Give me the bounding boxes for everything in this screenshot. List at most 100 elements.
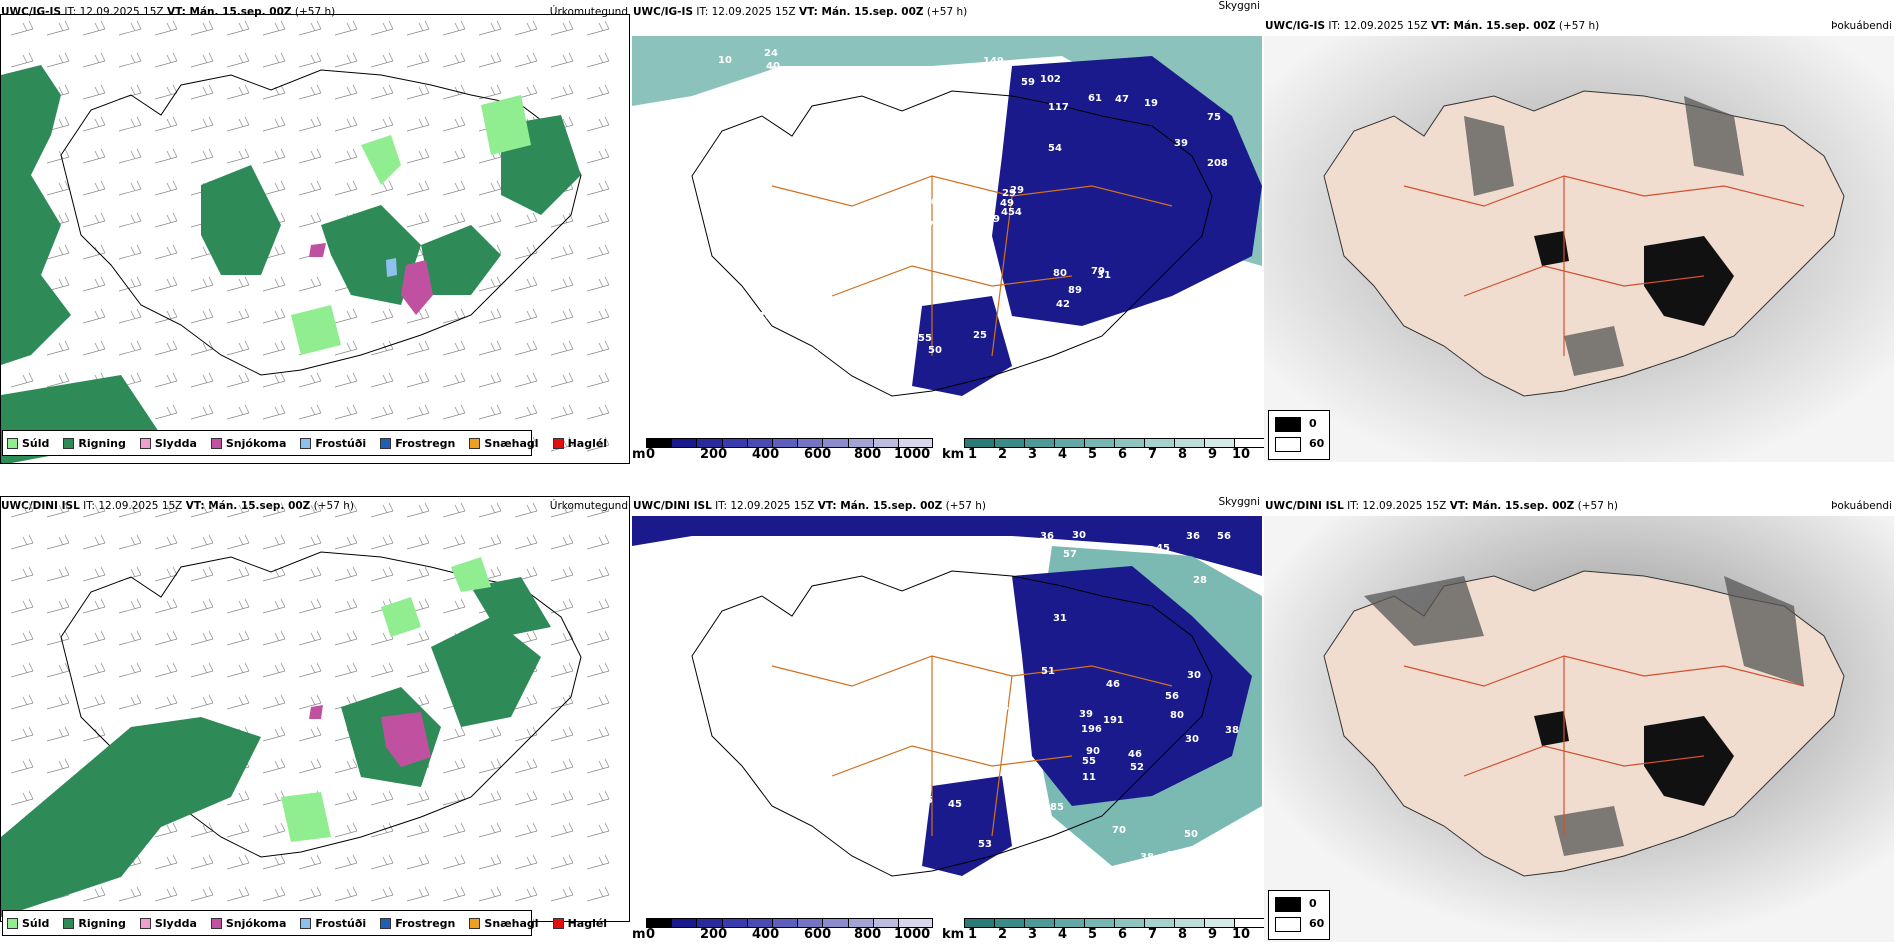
drizzle-area xyxy=(281,557,491,842)
wind-barb xyxy=(478,340,502,356)
valid-time: VT: Mán. 15.sep. 00Z xyxy=(185,500,311,512)
wind-barb xyxy=(406,404,430,420)
ceiling-label: 47 xyxy=(742,318,756,329)
wind-barb xyxy=(442,854,466,870)
ceiling-label: 102 xyxy=(1040,74,1061,85)
ceiling-label: 50 xyxy=(1184,829,1198,840)
ceiling-label: 26 xyxy=(957,738,971,749)
ceiling-label: 84 xyxy=(853,170,867,181)
ceiling-label: 45 xyxy=(820,128,834,139)
wind-barb xyxy=(10,372,34,388)
ceiling-label: 30 xyxy=(758,311,772,322)
wind-barb xyxy=(478,886,502,902)
wind-barb xyxy=(442,180,466,196)
wind-barb xyxy=(46,694,70,710)
init-time: IT: 12.09.2025 15Z xyxy=(1347,500,1447,512)
wind-barb xyxy=(586,566,610,582)
wind-barb xyxy=(334,84,358,100)
wind-barb xyxy=(226,854,250,870)
ceiling-colorbar: m 0 200 400 600 800 1000 xyxy=(632,436,933,464)
ceiling-label: 29 xyxy=(1002,188,1016,199)
legend-item: Haglél xyxy=(552,917,607,930)
wind-barb xyxy=(406,822,430,838)
wind-barb xyxy=(442,308,466,324)
wind-barb xyxy=(190,598,214,614)
ceiling-label: 32 xyxy=(877,626,891,637)
legend-label: Snæhagl xyxy=(484,916,539,930)
ceiling-label: 44 xyxy=(1165,850,1179,861)
wind-barb xyxy=(262,404,286,420)
ceiling-label: 28 xyxy=(869,167,883,178)
precip-map[interactable] xyxy=(0,14,630,464)
wind-barb xyxy=(190,52,214,68)
wind-barb xyxy=(154,534,178,550)
wind-barb xyxy=(334,854,358,870)
wind-barb xyxy=(586,244,610,260)
wind-barb xyxy=(190,534,214,550)
freezing-drizzle-area xyxy=(386,258,397,277)
ceiling-label: 62 xyxy=(907,235,921,246)
legend-label: Súld xyxy=(22,436,50,450)
fog-legend-dark-label: 0 xyxy=(1309,417,1317,430)
legend-swatch xyxy=(469,437,481,449)
wind-barb xyxy=(154,212,178,228)
wind-barb xyxy=(478,180,502,196)
panel-title: Úrkomutegund xyxy=(549,6,628,18)
ceiling-label: 55 xyxy=(918,333,932,344)
wind-barb xyxy=(118,180,142,196)
wind-barb xyxy=(10,694,34,710)
wind-barb xyxy=(334,116,358,132)
wind-barb xyxy=(82,20,106,36)
ceiling-label: 196 xyxy=(1081,724,1102,735)
wind-barb xyxy=(262,566,286,582)
wind-barb xyxy=(10,790,34,806)
wind-barb xyxy=(154,308,178,324)
wind-barb xyxy=(514,502,538,518)
ceiling-label: 18 xyxy=(831,314,845,325)
ceiling-label: 200 xyxy=(924,197,945,208)
cloud-map[interactable]: 196 80 48 89 36 70 36 57 52 11 56 43 51 50 41 30 26 182 13… xyxy=(632,516,1262,916)
wind-barb xyxy=(563,918,571,921)
precip-map[interactable] xyxy=(0,496,630,922)
ceiling-label: 89 xyxy=(986,214,1000,225)
wind-barb xyxy=(550,308,574,324)
wind-barb xyxy=(478,52,502,68)
wind-barb xyxy=(118,148,142,164)
wind-barb xyxy=(262,116,286,132)
ceiling-label: 25 xyxy=(677,305,691,316)
ceiling-label: 46 xyxy=(1128,749,1142,760)
wind-barb xyxy=(514,886,538,902)
wind-barb xyxy=(262,598,286,614)
wind-barb xyxy=(118,244,142,260)
wind-barb xyxy=(298,84,322,100)
snow-area xyxy=(309,243,433,315)
precip-panel-row1: UWC/IG-IS IT: 12.09.2025 15Z VT: Mán. 15… xyxy=(0,0,630,464)
legend-item: Frostúði xyxy=(300,917,366,930)
wind-barb xyxy=(298,886,322,902)
fog-map[interactable] xyxy=(1264,36,1894,462)
legend-swatch xyxy=(380,437,392,449)
wind-barb xyxy=(298,598,322,614)
legend-label: Snjókoma xyxy=(225,436,287,450)
ceiling-label: 56 xyxy=(1217,531,1231,542)
legend-swatch xyxy=(63,437,75,449)
wind-barb xyxy=(226,534,250,550)
wind-barb xyxy=(82,180,106,196)
wind-barb xyxy=(154,372,178,388)
ceiling-tick: 200 xyxy=(700,927,728,942)
wind-barb xyxy=(46,502,70,518)
ceiling-label: 29 xyxy=(729,660,743,671)
wind-barb xyxy=(406,790,430,806)
wind-barb xyxy=(550,662,574,678)
cloud-map[interactable]: 393 48 67 39 29 18 102 58 117 89 83 98 60 75 62 54 40 40 3… xyxy=(632,36,1262,436)
wind-barb xyxy=(334,822,358,838)
ceiling-label: 45 xyxy=(948,799,962,810)
wind-barb xyxy=(298,534,322,550)
ceiling-label: 38 xyxy=(978,160,992,171)
wind-barb xyxy=(190,630,214,646)
ceiling-label: 49 xyxy=(1000,198,1014,209)
ceiling-label: 80 xyxy=(1170,710,1184,721)
ceiling-label: 38 xyxy=(1225,725,1239,736)
ceiling-label: 33 xyxy=(1042,344,1056,355)
fog-map[interactable] xyxy=(1264,516,1894,942)
